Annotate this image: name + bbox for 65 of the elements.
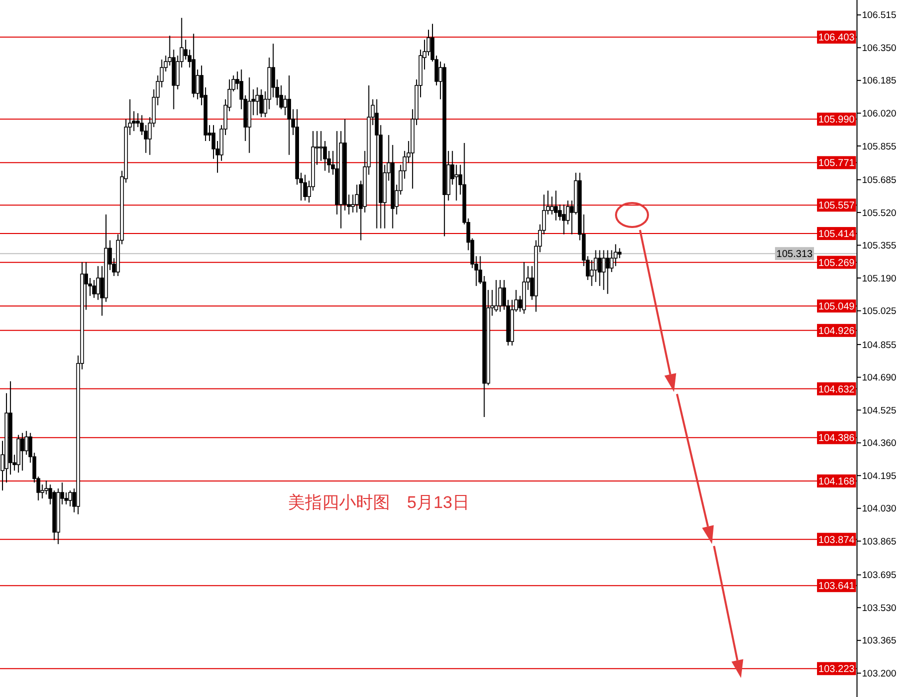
candlestick [594, 250, 598, 282]
ref-line-label: 104.926 [818, 326, 856, 337]
y-tick-label: 105.520 [862, 208, 896, 219]
candlestick [354, 184, 359, 213]
candlestick [136, 112, 140, 128]
y-tick-label: 106.185 [862, 76, 896, 87]
candlestick [598, 250, 602, 286]
candlestick [44, 480, 48, 495]
candlestick [259, 88, 264, 118]
ref-line-label: 103.874 [818, 534, 856, 546]
ref-line-label: 105.049 [818, 302, 856, 313]
candlestick [498, 279, 502, 312]
ref-line-label: 104.386 [818, 433, 856, 444]
ref-line-label: 105.414 [818, 229, 856, 240]
y-tick-label: 104.195 [862, 470, 896, 482]
ref-line-label: 104.168 [818, 476, 856, 488]
ref-line-label: 105.313 [776, 249, 814, 260]
candlestick [64, 492, 68, 505]
candlestick [20, 432, 24, 472]
candlestick [374, 98, 379, 229]
y-tick-label: 103.865 [862, 536, 896, 548]
candlestick [303, 174, 307, 202]
y-tick-label: 106.515 [862, 10, 896, 22]
y-tick-label: 105.190 [862, 273, 896, 284]
y-tick-label: 104.030 [862, 504, 896, 515]
y-tick-label: 106.350 [862, 42, 896, 54]
y-tick-label: 104.855 [862, 340, 896, 351]
ref-line-label: 106.403 [818, 32, 856, 44]
y-tick-label: 103.530 [862, 602, 896, 614]
candlestick [92, 279, 96, 298]
candlestick [494, 279, 498, 312]
ref-line-label: 105.269 [818, 258, 856, 269]
candlestick [283, 94, 288, 116]
candlestick [550, 196, 554, 215]
candlestick [319, 130, 323, 162]
candlestick [287, 74, 292, 156]
y-tick-label: 103.200 [862, 668, 896, 680]
y-tick-label: 104.525 [862, 405, 896, 416]
y-tick-label: 103.695 [862, 570, 896, 582]
y-tick-label: 105.685 [862, 175, 896, 186]
candlestick [554, 190, 558, 221]
candlestick [454, 164, 458, 202]
candlestick [602, 250, 606, 290]
candlestick [68, 490, 72, 507]
y-tick-label: 105.855 [862, 141, 896, 152]
y-tick-label: 104.360 [862, 438, 896, 450]
ref-line-label: 103.641 [818, 581, 856, 592]
annotation: 美指四小时图 5月13日 [288, 493, 470, 512]
candlestick [255, 86, 260, 116]
y-tick-label: 104.690 [862, 372, 896, 384]
candlestick [96, 266, 100, 300]
y-tick-label: 106.020 [862, 108, 896, 120]
candlestick [140, 114, 144, 136]
y-tick-label: 105.025 [862, 306, 896, 318]
y-tick-label: 103.365 [862, 636, 896, 647]
candlestick [562, 204, 566, 235]
candlestick [618, 248, 622, 259]
candlestick [350, 194, 355, 213]
ref-line-label: 105.771 [818, 158, 856, 170]
ref-line-label: 105.557 [818, 200, 856, 212]
y-tick-label: 105.355 [862, 240, 896, 252]
candlestick [606, 250, 610, 294]
ref-line-label: 103.223 [818, 664, 856, 676]
ref-line-label: 104.632 [818, 384, 856, 396]
ref-line-label: 105.990 [818, 114, 856, 126]
